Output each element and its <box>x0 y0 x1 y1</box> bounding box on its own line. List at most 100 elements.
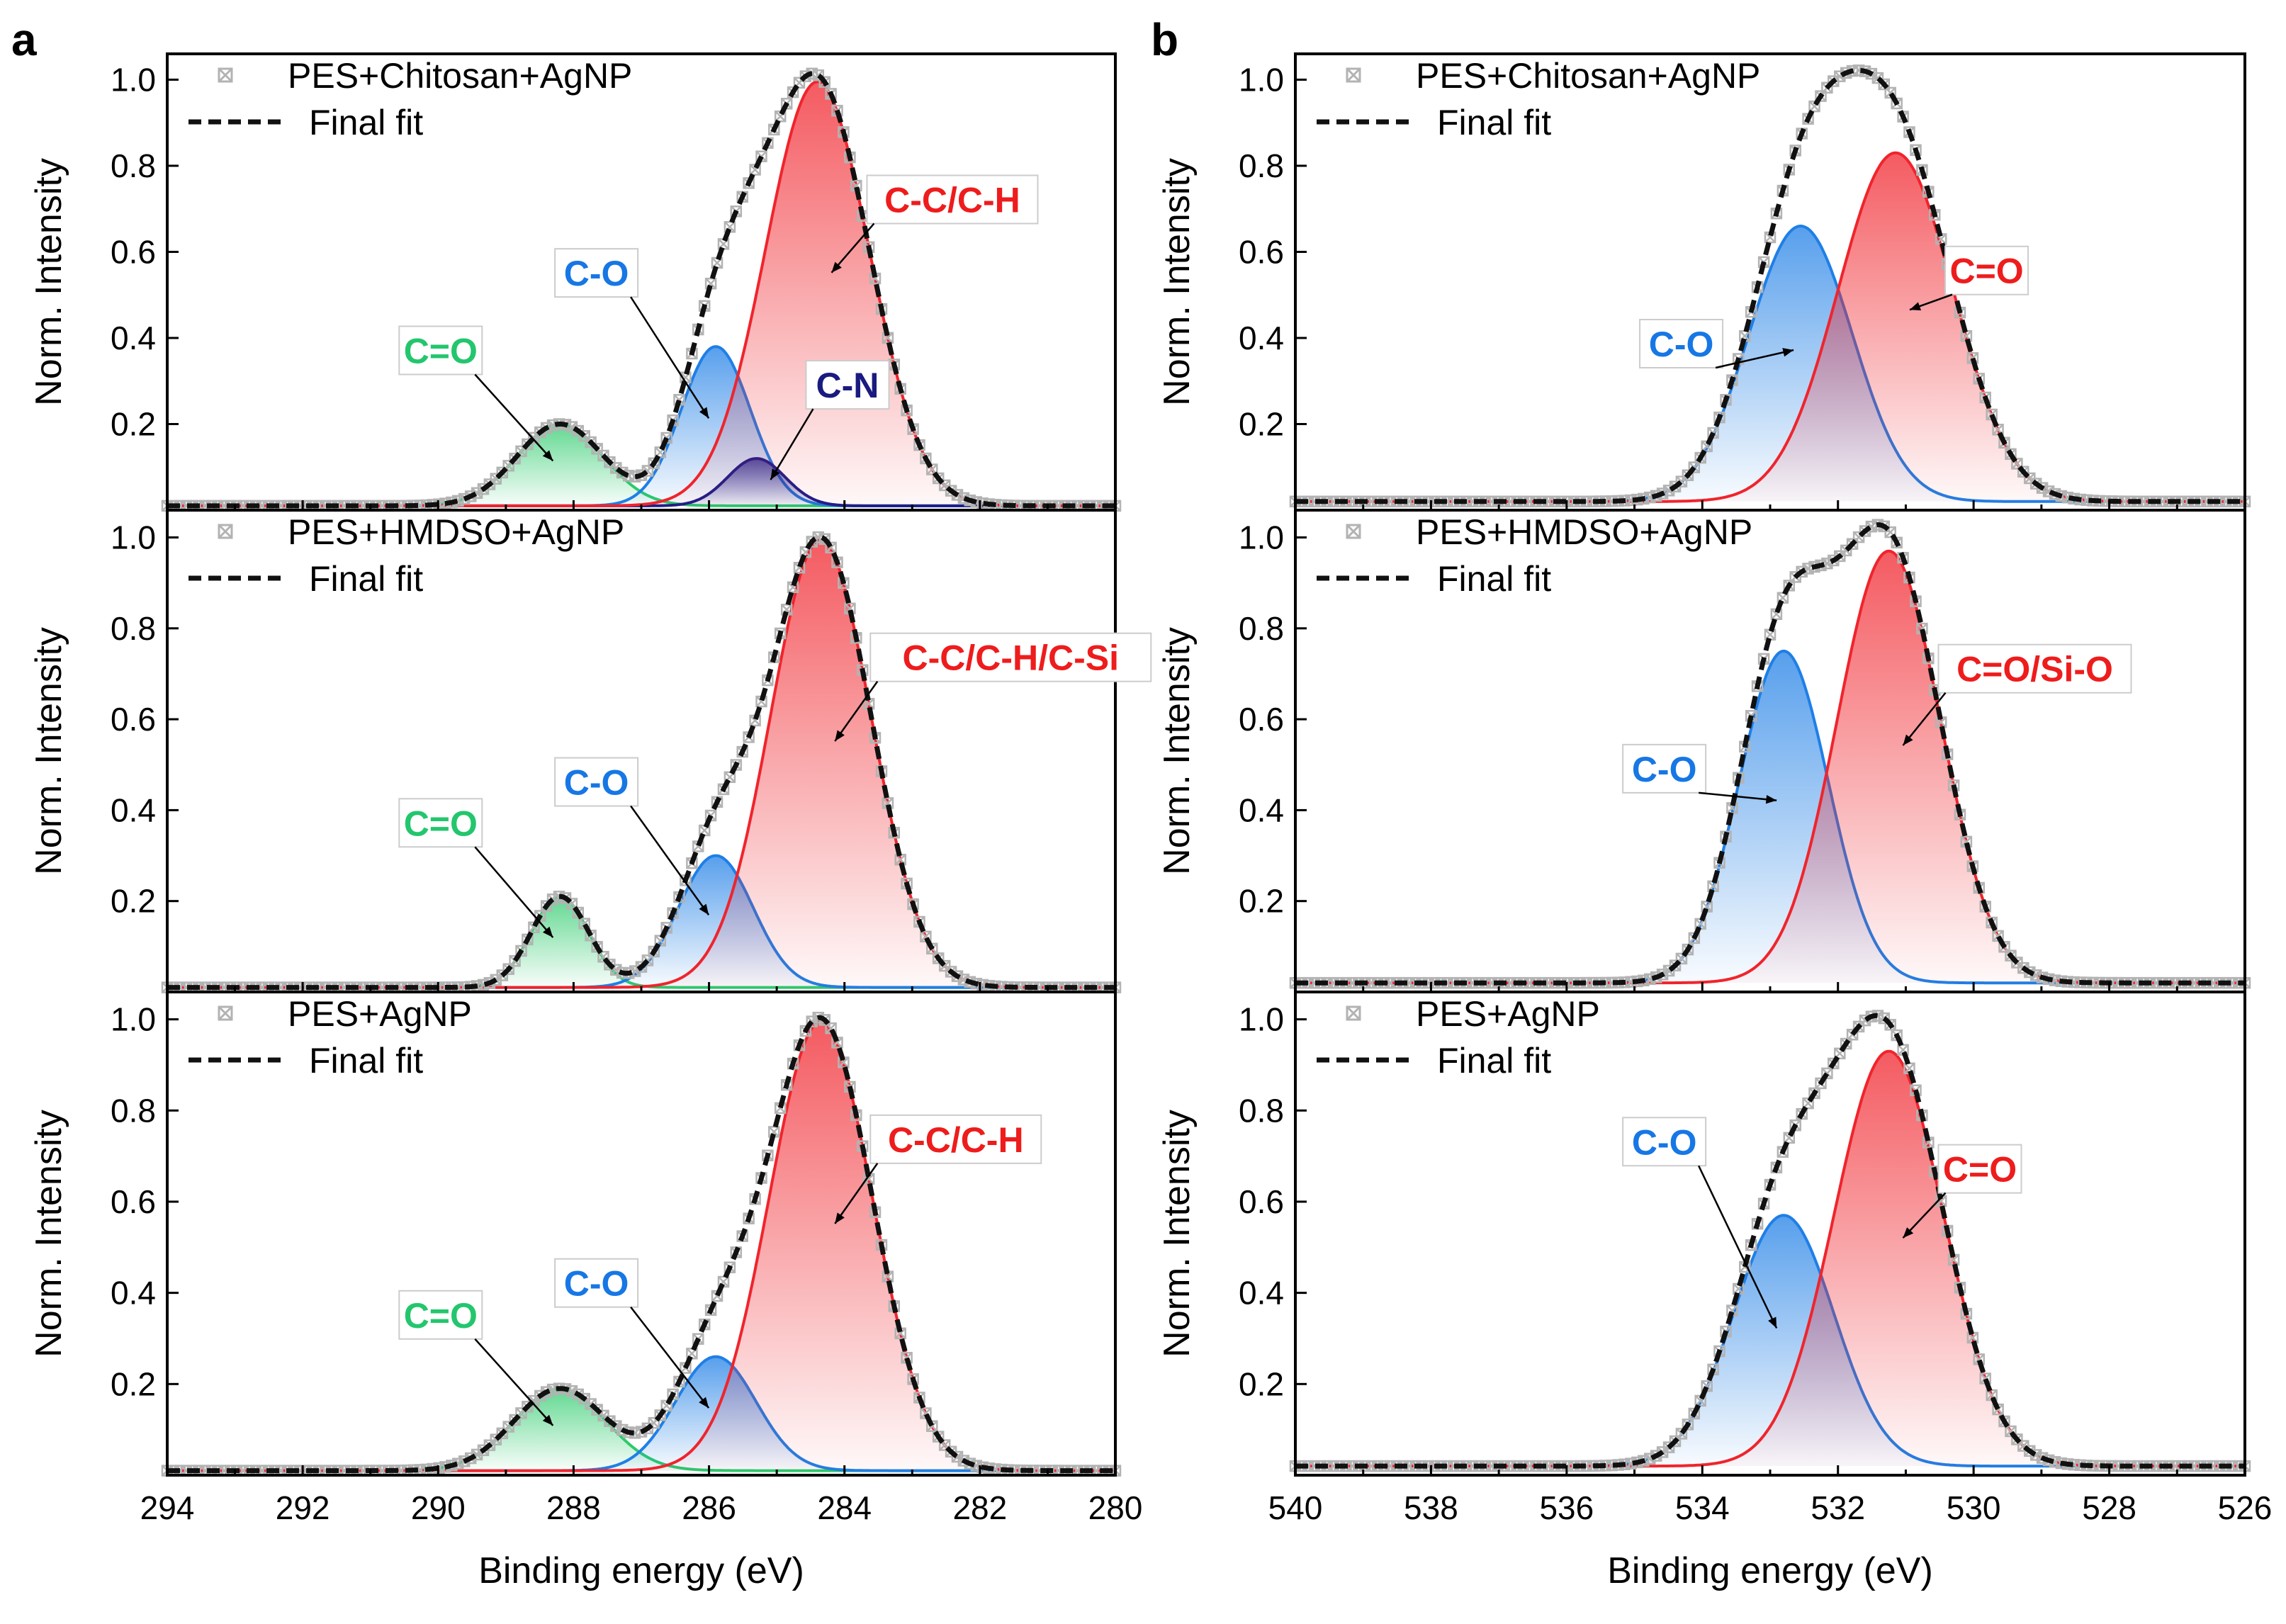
data-point <box>1884 1019 1896 1031</box>
component-label: C-N <box>770 360 890 480</box>
data-point <box>1840 1037 1852 1050</box>
legend-sample-label: PES+HMDSO+AgNP <box>288 512 624 552</box>
data-point <box>515 445 527 458</box>
data-point <box>1846 1028 1859 1041</box>
y-tick-label: 0.2 <box>1239 883 1284 920</box>
component-label-text: C-O <box>1649 325 1714 364</box>
data-point <box>509 452 521 465</box>
data-point-cross <box>850 180 862 191</box>
data-point <box>1834 70 1846 82</box>
y-tick-label: 0.8 <box>111 1092 156 1129</box>
y-tick-label: 0.6 <box>1239 233 1284 270</box>
data-point <box>1878 78 1891 91</box>
data-point <box>1682 943 1694 956</box>
legend-marker-icon <box>218 524 233 539</box>
data-point <box>502 1421 514 1433</box>
label-box <box>866 174 1039 225</box>
x-tick-label: 534 <box>1675 1489 1730 1526</box>
data-point <box>2011 458 2023 470</box>
x-axis-label: Binding energy (eV) <box>478 1550 804 1591</box>
label-arrow <box>474 1338 554 1426</box>
data-point <box>1840 544 1852 557</box>
data-point-cross <box>1935 716 1947 728</box>
legend-sample-label: PES+HMDSO+AgNP <box>1416 512 1752 552</box>
legend-fit-label: Final fit <box>309 103 423 142</box>
legend-marker-cross <box>1346 1005 1361 1021</box>
legend-fit-label: Final fit <box>1437 1041 1551 1081</box>
y-axis-label: Norm. Intensity <box>1156 627 1198 875</box>
label-arrow-head <box>1768 1316 1777 1329</box>
component-label: C-O <box>554 757 710 915</box>
data-point <box>2005 949 2017 962</box>
data-point <box>540 900 553 912</box>
data-point <box>509 1414 521 1426</box>
data-point <box>1852 1020 1865 1033</box>
data-point <box>1821 1067 1833 1080</box>
y-tick-label: 0.8 <box>1239 147 1284 184</box>
legend-fit-label: Final fit <box>309 559 423 599</box>
label-arrow-head <box>699 903 709 915</box>
x-tick-label: 536 <box>1539 1489 1594 1526</box>
legend-marker-cross <box>218 67 233 83</box>
data-point <box>825 541 837 554</box>
data-point <box>2005 448 2017 461</box>
label-box <box>805 360 890 410</box>
data-point <box>610 1420 622 1432</box>
component-label-text: C-O <box>1632 1122 1697 1162</box>
y-tick-label: 0.2 <box>111 883 156 920</box>
legend: PES+AgNP Final fit <box>1317 994 1600 1081</box>
data-point <box>522 438 534 451</box>
label-arrow <box>474 846 554 938</box>
component-label-text: C-O <box>1632 750 1697 789</box>
y-tick-label: 1.0 <box>111 61 156 98</box>
x-tick-label: 538 <box>1404 1489 1458 1526</box>
data-point <box>951 970 964 982</box>
data-point-cross <box>882 1270 894 1282</box>
data-point-cross <box>869 273 881 284</box>
legend-marker-icon <box>1346 1005 1361 1021</box>
label-arrow <box>630 1306 710 1409</box>
subplot-a-3: 0.2 0.4 0.6 0.8 1.0 Norm. Intensity 294 292 290 2… <box>28 991 1142 1591</box>
component-fill-red <box>167 1021 1115 1471</box>
legend: PES+HMDSO+AgNP Final fit <box>1317 512 1752 599</box>
component-label: C=O <box>1909 245 2029 311</box>
data-point <box>938 1439 951 1451</box>
component-label: C-O <box>554 1258 710 1409</box>
subplot-a-2: 0.2 0.4 0.6 0.8 1.0 Norm. Intensity PES+HMDSO+… <box>28 509 1152 993</box>
component-label: C-O <box>554 248 710 419</box>
data-point <box>1828 1057 1840 1070</box>
data-point <box>496 466 509 479</box>
component-label: C-C/C-H <box>834 1114 1042 1224</box>
data-point <box>1669 959 1682 971</box>
x-tick-label: 294 <box>140 1489 195 1526</box>
data-point <box>1688 461 1701 473</box>
component-label: C-O <box>1622 1117 1778 1329</box>
label-arrow-head <box>1903 1227 1914 1239</box>
data-point <box>1802 1097 1814 1110</box>
label-box <box>1622 743 1707 794</box>
data-point <box>515 944 527 957</box>
y-tick-label: 0.6 <box>111 1183 156 1220</box>
label-arrow <box>630 296 710 419</box>
data-point <box>1783 580 1796 592</box>
label-box <box>1944 245 2029 295</box>
data-point <box>2036 482 2049 494</box>
data-point <box>1675 1428 1688 1440</box>
data-point <box>496 969 509 981</box>
label-box <box>869 632 1152 682</box>
x-tick-label: 288 <box>546 1489 601 1526</box>
data-point <box>2005 1425 2017 1438</box>
component-fill-blue <box>1295 650 2245 983</box>
data-point <box>1852 531 1865 543</box>
label-box <box>1622 1117 1707 1167</box>
label-arrow <box>834 1163 879 1224</box>
x-tick-label: 526 <box>2218 1489 2273 1526</box>
legend-fit-label: Final fit <box>1437 559 1551 599</box>
x-tick-label: 292 <box>276 1489 330 1526</box>
x-tick-label: 282 <box>952 1489 1007 1526</box>
legend: PES+Chitosan+AgNP Final fit <box>188 56 632 142</box>
data-markers <box>161 67 1122 512</box>
label-arrow-head <box>699 407 709 419</box>
panel-letter-a: a <box>11 14 37 65</box>
y-tick-label: 0.8 <box>111 610 156 647</box>
